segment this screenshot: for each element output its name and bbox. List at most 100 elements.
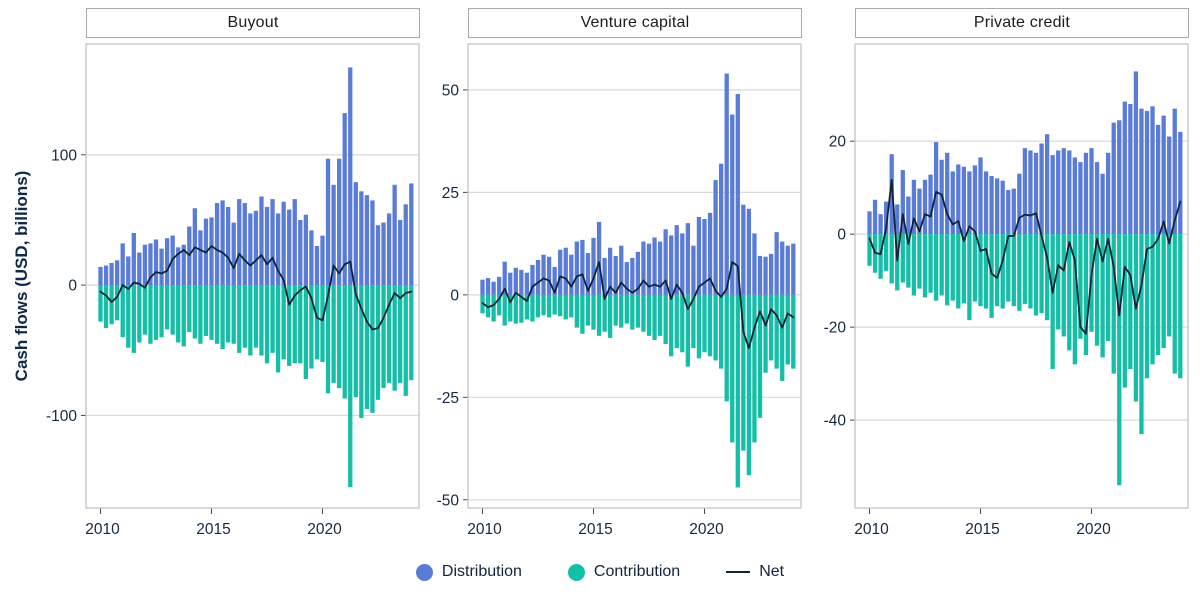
distribution-bar: [752, 233, 757, 295]
distribution-bar: [1122, 101, 1127, 235]
contribution-bar: [320, 285, 325, 363]
distribution-bar: [513, 267, 518, 295]
distribution-bar: [386, 213, 392, 286]
x-tick-label: 2010: [854, 521, 889, 538]
distribution-bar: [103, 265, 109, 286]
contribution-bar: [580, 294, 585, 334]
y-tick-label: 25: [442, 185, 459, 202]
distribution-bar: [1150, 106, 1155, 235]
contribution-bar: [1128, 234, 1133, 369]
contribution-bar: [392, 285, 397, 391]
contribution-bar: [342, 285, 347, 399]
contribution-bar: [989, 234, 994, 318]
distribution-bar: [275, 213, 281, 286]
contribution-bars: [98, 285, 414, 488]
contribution-bar: [1167, 234, 1172, 337]
y-tick-label: 0: [450, 287, 459, 304]
distribution-bar: [348, 67, 353, 286]
contribution-bar: [231, 285, 236, 344]
contribution-bar: [763, 294, 768, 373]
distribution-bar: [1100, 173, 1105, 235]
distribution-bar: [1050, 155, 1055, 235]
distribution-bar: [209, 217, 214, 286]
legend-label-net: Net: [759, 563, 785, 580]
distribution-bar: [1067, 150, 1072, 235]
contribution-bar: [198, 285, 203, 344]
contribution-bar: [652, 294, 657, 340]
distribution-bar: [1117, 120, 1122, 235]
distribution-bars: [98, 67, 414, 286]
contribution-bar: [209, 285, 214, 340]
distribution-bar: [137, 252, 142, 286]
distribution-bar: [585, 253, 591, 295]
distribution-bar: [1167, 136, 1172, 235]
distribution-bar: [563, 247, 568, 295]
distribution-bar: [657, 241, 663, 295]
contribution-bar: [928, 234, 933, 293]
distribution-bar: [624, 262, 629, 295]
distribution-bar: [730, 114, 735, 295]
contribution-bar: [619, 294, 624, 328]
distribution-bar: [392, 184, 397, 286]
distribution-bar: [884, 201, 889, 235]
contribution-bar: [1100, 234, 1105, 358]
distribution-bar: [508, 272, 513, 295]
contribution-bar: [248, 285, 253, 356]
contribution-bar: [403, 285, 408, 396]
distribution-bars: [480, 73, 796, 295]
contribution-bar: [1150, 234, 1155, 365]
contribution-bar: [724, 294, 729, 402]
distribution-bar: [530, 264, 535, 295]
distribution-bar: [635, 251, 641, 295]
contribution-bar: [950, 234, 955, 301]
contribution-bar: [375, 285, 381, 400]
contribution-bar: [1161, 234, 1166, 349]
y-tick-label: -25: [437, 390, 459, 407]
contribution-bar: [1111, 234, 1116, 374]
distribution-bar: [242, 203, 247, 286]
contribution-bar: [867, 234, 872, 266]
distribution-bar: [541, 254, 546, 295]
contribution-bar: [757, 294, 763, 418]
distribution-bar: [126, 256, 131, 286]
distribution-bar: [176, 247, 181, 286]
contribution-bar: [513, 294, 518, 324]
distribution-bar: [98, 266, 103, 286]
y-tick-label: -20: [824, 320, 847, 337]
x-tick-label: 2020: [689, 521, 724, 538]
legend-item-contribution: Contribution: [567, 563, 680, 581]
distribution-bar: [685, 223, 690, 295]
net-line: [481, 261, 795, 350]
distribution-bar: [785, 245, 790, 295]
x-tick-label: 2015: [196, 521, 230, 538]
distribution-bar: [153, 239, 159, 286]
x-tick-label: 2015: [578, 521, 612, 538]
contribution-swatch-icon: [567, 563, 585, 581]
contribution-bar: [508, 294, 513, 322]
distribution-bar: [115, 260, 120, 286]
distribution-bar: [1028, 150, 1033, 235]
distribution-bar: [298, 219, 303, 286]
contribution-bar: [1067, 234, 1072, 351]
contribution-bar: [1028, 234, 1033, 309]
distribution-bar: [497, 276, 502, 295]
distribution-bar: [702, 219, 707, 295]
contribution-bar: [1172, 234, 1177, 374]
distribution-bar: [872, 199, 878, 235]
contribution-bar: [719, 294, 724, 369]
distribution-bar: [1044, 134, 1050, 235]
contribution-bar: [878, 234, 883, 279]
contribution-bar: [303, 285, 308, 379]
contribution-bar: [956, 234, 961, 309]
contribution-bar: [945, 234, 950, 306]
x-tick-label: 2020: [1076, 521, 1111, 538]
distribution-bar: [248, 213, 253, 286]
distribution-bar: [933, 142, 939, 235]
contribution-bar: [1056, 234, 1061, 330]
contribution-bar: [120, 285, 125, 338]
contribution-bar: [1006, 234, 1011, 302]
contribution-bar: [613, 294, 618, 326]
y-tick-label: 50: [442, 82, 460, 99]
distribution-bar: [337, 158, 342, 286]
